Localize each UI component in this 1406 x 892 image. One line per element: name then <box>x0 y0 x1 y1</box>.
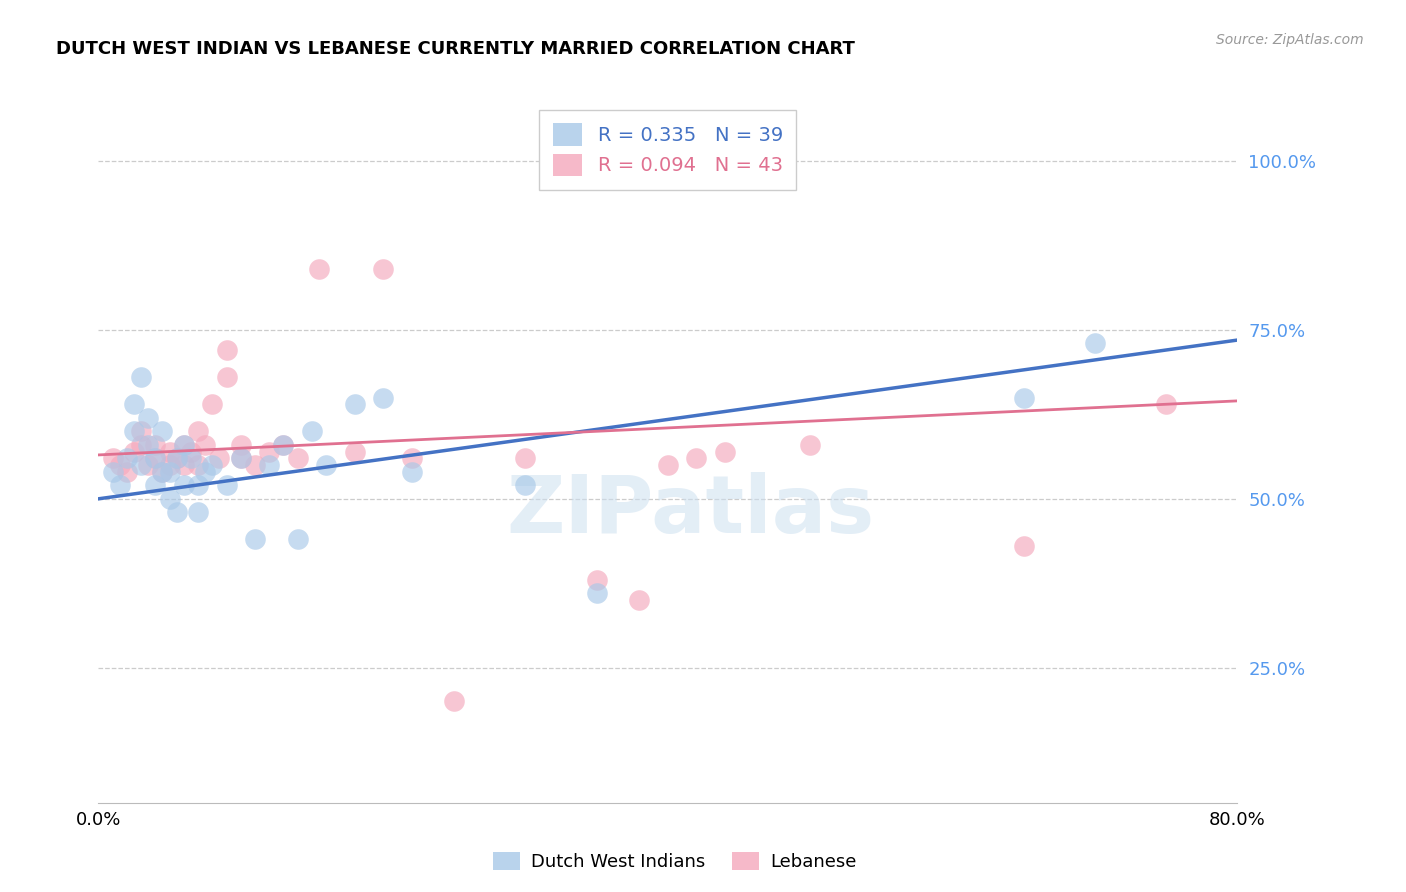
Point <box>585 573 607 587</box>
Point <box>145 478 167 492</box>
Point <box>187 458 209 472</box>
Legend: Dutch West Indians, Lebanese: Dutch West Indians, Lebanese <box>486 845 863 879</box>
Point <box>215 370 238 384</box>
Point <box>187 478 209 492</box>
Point <box>273 438 295 452</box>
Point <box>136 438 159 452</box>
Point <box>229 451 252 466</box>
Point <box>215 343 238 358</box>
Point <box>515 478 537 492</box>
Point <box>101 465 124 479</box>
Point <box>129 458 152 472</box>
Point <box>343 444 366 458</box>
Point <box>373 391 395 405</box>
Point <box>159 465 181 479</box>
Point <box>287 451 309 466</box>
Point <box>301 424 323 438</box>
Point <box>799 438 821 452</box>
Point <box>315 458 337 472</box>
Point <box>1012 391 1035 405</box>
Point <box>136 458 159 472</box>
Point <box>159 491 181 506</box>
Point <box>173 438 195 452</box>
Point <box>1154 397 1177 411</box>
Point <box>201 397 224 411</box>
Point <box>685 451 707 466</box>
Point <box>166 505 188 519</box>
Point <box>129 438 152 452</box>
Point <box>229 451 252 466</box>
Point <box>714 444 737 458</box>
Point <box>373 262 395 277</box>
Point <box>108 458 131 472</box>
Point <box>208 451 231 466</box>
Point <box>243 533 266 547</box>
Point <box>173 438 195 452</box>
Point <box>145 451 167 466</box>
Point <box>173 458 195 472</box>
Point <box>166 451 188 466</box>
Point <box>657 458 679 472</box>
Legend: R = 0.335   N = 39, R = 0.094   N = 43: R = 0.335 N = 39, R = 0.094 N = 43 <box>540 110 796 190</box>
Point <box>122 397 145 411</box>
Point <box>122 424 145 438</box>
Point <box>145 451 167 466</box>
Point <box>287 533 309 547</box>
Point <box>194 465 217 479</box>
Point <box>259 444 281 458</box>
Point <box>259 458 281 472</box>
Point <box>136 410 159 425</box>
Point <box>585 586 607 600</box>
Point <box>215 478 238 492</box>
Point <box>129 424 152 438</box>
Point <box>628 593 651 607</box>
Point <box>343 397 366 411</box>
Text: Source: ZipAtlas.com: Source: ZipAtlas.com <box>1216 33 1364 47</box>
Point <box>115 451 138 466</box>
Point <box>243 458 266 472</box>
Point <box>401 451 423 466</box>
Point <box>273 438 295 452</box>
Point <box>194 438 217 452</box>
Point <box>129 370 152 384</box>
Point <box>152 465 174 479</box>
Point <box>180 444 202 458</box>
Point <box>101 451 124 466</box>
Point <box>145 438 167 452</box>
Point <box>166 451 188 466</box>
Point <box>201 458 224 472</box>
Point <box>180 451 202 466</box>
Point <box>152 424 174 438</box>
Point <box>187 424 209 438</box>
Text: ZIPatlas: ZIPatlas <box>506 472 875 549</box>
Point <box>1012 539 1035 553</box>
Point <box>515 451 537 466</box>
Point <box>115 465 138 479</box>
Point <box>108 478 131 492</box>
Point <box>308 262 330 277</box>
Point <box>229 438 252 452</box>
Point <box>187 505 209 519</box>
Point <box>1084 336 1107 351</box>
Point <box>159 444 181 458</box>
Point <box>443 694 465 708</box>
Point <box>159 458 181 472</box>
Text: DUTCH WEST INDIAN VS LEBANESE CURRENTLY MARRIED CORRELATION CHART: DUTCH WEST INDIAN VS LEBANESE CURRENTLY … <box>56 40 855 58</box>
Point <box>122 444 145 458</box>
Point <box>401 465 423 479</box>
Point <box>173 478 195 492</box>
Point <box>152 465 174 479</box>
